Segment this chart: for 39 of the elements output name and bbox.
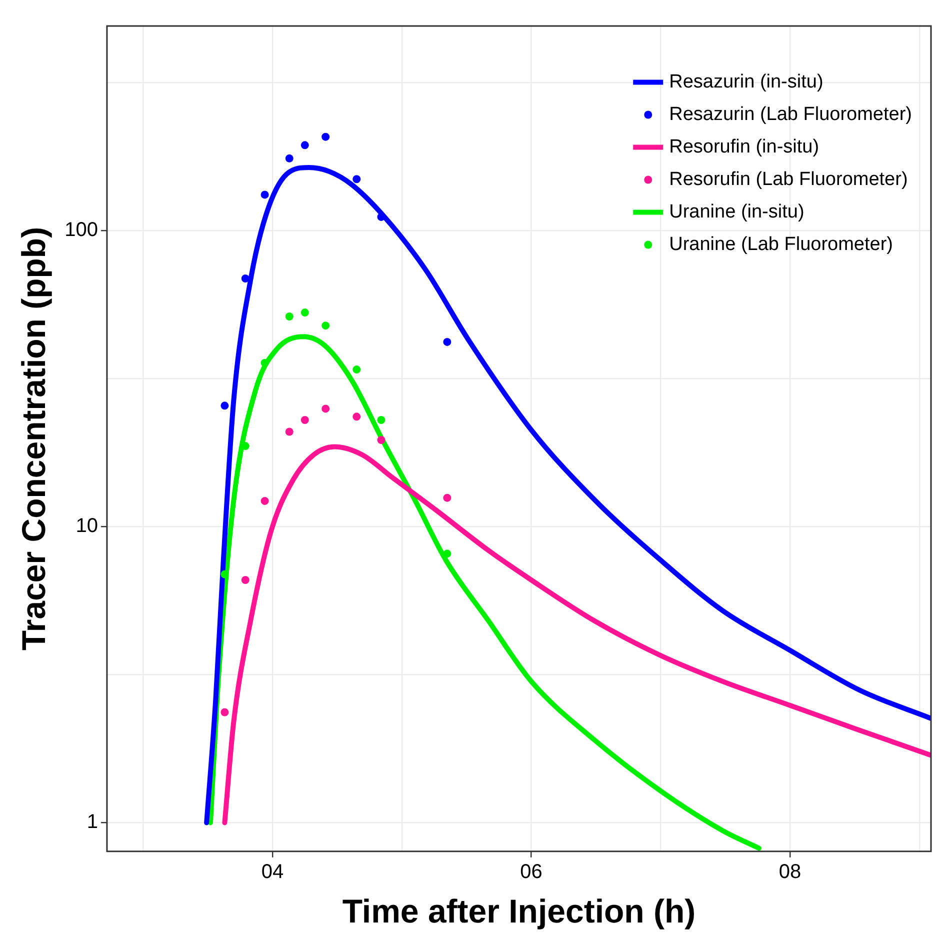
point (300, 416, 309, 424)
point (285, 312, 294, 320)
point (443, 338, 452, 346)
point (352, 412, 361, 421)
legend-label: Resazurin (in-situ) (669, 71, 824, 92)
point (322, 404, 330, 413)
point (260, 190, 269, 199)
legend-label: Resorufin (in-situ) (669, 136, 820, 158)
y-axis-title: Tracer Concentration (ppb) (14, 226, 52, 650)
point (352, 366, 361, 374)
point (220, 708, 229, 716)
point (352, 175, 361, 184)
point (260, 358, 269, 367)
x-tick-label: 04 (261, 860, 284, 883)
legend-label: Uranine (Lab Fluorometer) (669, 234, 894, 255)
point (322, 322, 330, 330)
point (443, 494, 452, 502)
point (241, 576, 250, 584)
point (285, 428, 294, 436)
point (285, 154, 294, 162)
point (300, 308, 309, 317)
x-tick-label: 06 (520, 860, 542, 883)
y-tick-label: 100 (64, 218, 98, 241)
point (377, 436, 386, 444)
point (260, 496, 269, 505)
legend-label: Uranine (in-situ) (669, 201, 804, 222)
x-tick-label: 08 (778, 860, 802, 883)
legend-label: Resazurin (Lab Fluorometer) (669, 104, 912, 125)
y-tick-label: 10 (76, 515, 98, 538)
point (220, 402, 229, 410)
x-axis-title: Time after Injection (h) (342, 892, 696, 930)
legend-label: Resorufin (Lab Fluorometer) (669, 168, 908, 190)
point (443, 550, 452, 558)
point (377, 416, 386, 424)
point (300, 141, 309, 150)
point (322, 132, 330, 141)
y-tick-label: 1 (86, 811, 98, 834)
point (220, 570, 229, 578)
point (241, 274, 250, 282)
